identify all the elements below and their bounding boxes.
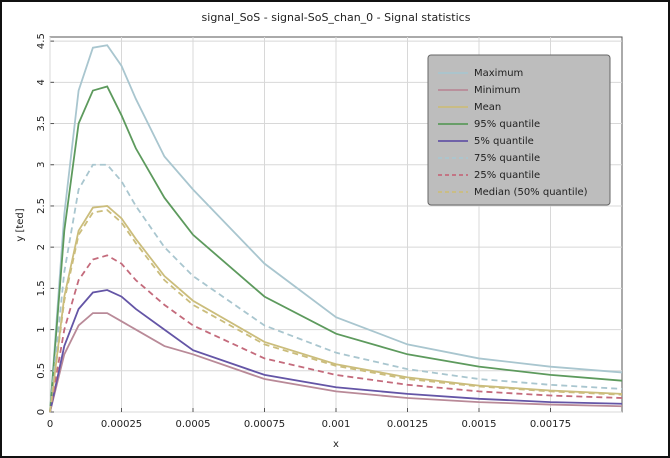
y-tick-label: 4.5 bbox=[36, 33, 47, 49]
series-line bbox=[49, 205, 623, 413]
legend-label: 95% quantile bbox=[474, 119, 540, 130]
x-tick-label: 0.00025 bbox=[101, 419, 142, 430]
series-line bbox=[49, 85, 623, 413]
x-axis-label: x bbox=[333, 439, 339, 450]
y-tick-label: 1.5 bbox=[36, 280, 47, 296]
series-line bbox=[49, 254, 623, 413]
y-tick-label: 2.5 bbox=[36, 198, 47, 214]
x-tick-label: 0.0015 bbox=[462, 419, 497, 430]
x-tick-label: 0.00125 bbox=[387, 419, 428, 430]
y-tick-label: 1 bbox=[36, 326, 47, 332]
legend-label: Minimum bbox=[474, 85, 520, 96]
series-line bbox=[49, 44, 623, 413]
legend-label: 25% quantile bbox=[474, 170, 540, 181]
y-tick-label: 0 bbox=[36, 409, 47, 415]
legend-label: Maximum bbox=[474, 68, 523, 79]
y-axis-label: y [ted] bbox=[15, 208, 26, 241]
x-tick-label: 0.0005 bbox=[176, 419, 211, 430]
x-tick-label: 0.001 bbox=[322, 419, 351, 430]
series-line bbox=[49, 289, 623, 413]
series-line bbox=[49, 163, 623, 413]
x-tick-label: 0 bbox=[47, 419, 53, 430]
y-tick-label: 0.5 bbox=[36, 363, 47, 379]
legend-label: Mean bbox=[474, 102, 501, 113]
y-tick-label: 3.5 bbox=[36, 116, 47, 132]
y-tick-label: 2 bbox=[36, 244, 47, 250]
legend-label: 75% quantile bbox=[474, 153, 540, 164]
legend-label: Median (50% quantile) bbox=[474, 187, 588, 198]
x-tick-label: 0.00175 bbox=[530, 419, 571, 430]
x-tick-label: 0.00075 bbox=[244, 419, 285, 430]
legend-box bbox=[427, 54, 611, 206]
legend-label: 5% quantile bbox=[474, 136, 534, 147]
y-tick-label: 4 bbox=[36, 79, 47, 85]
series-line bbox=[49, 209, 623, 413]
y-tick-label: 3 bbox=[36, 162, 47, 168]
chart-title: signal_SoS - signal-SoS_chan_0 - Signal … bbox=[202, 11, 471, 24]
series-line bbox=[49, 312, 623, 413]
